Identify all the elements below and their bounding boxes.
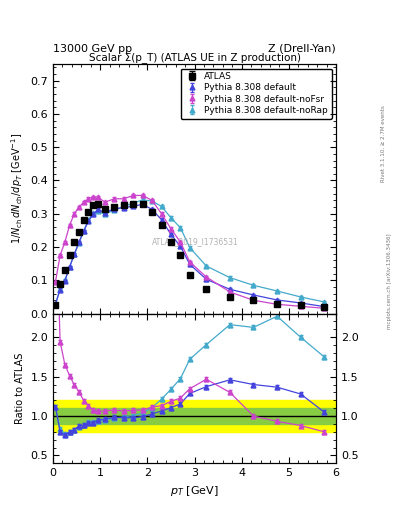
Legend: ATLAS, Pythia 8.308 default, Pythia 8.308 default-noFsr, Pythia 8.308 default-no: ATLAS, Pythia 8.308 default, Pythia 8.30…: [181, 69, 332, 118]
Y-axis label: $1/N_\mathrm{ch}\,dN_\mathrm{ch}/dp_T$ [GeV$^{-1}$]: $1/N_\mathrm{ch}\,dN_\mathrm{ch}/dp_T$ […: [9, 133, 25, 245]
X-axis label: $p_T$ [GeV]: $p_T$ [GeV]: [170, 484, 219, 498]
Text: Rivet 3.1.10, ≥ 2.7M events: Rivet 3.1.10, ≥ 2.7M events: [381, 105, 386, 182]
Bar: [53, 400, 336, 432]
Bar: [53, 408, 336, 424]
Text: Z (Drell-Yan): Z (Drell-Yan): [268, 44, 336, 54]
Text: ATLAS_2019_I1736531: ATLAS_2019_I1736531: [152, 237, 239, 246]
Title: Scalar Σ(p_T) (ATLAS UE in Z production): Scalar Σ(p_T) (ATLAS UE in Z production): [88, 52, 301, 63]
Text: mcplots.cern.ch [arXiv:1306.3436]: mcplots.cern.ch [arXiv:1306.3436]: [387, 234, 391, 329]
Text: 13000 GeV pp: 13000 GeV pp: [53, 44, 132, 54]
Y-axis label: Ratio to ATLAS: Ratio to ATLAS: [15, 353, 25, 424]
